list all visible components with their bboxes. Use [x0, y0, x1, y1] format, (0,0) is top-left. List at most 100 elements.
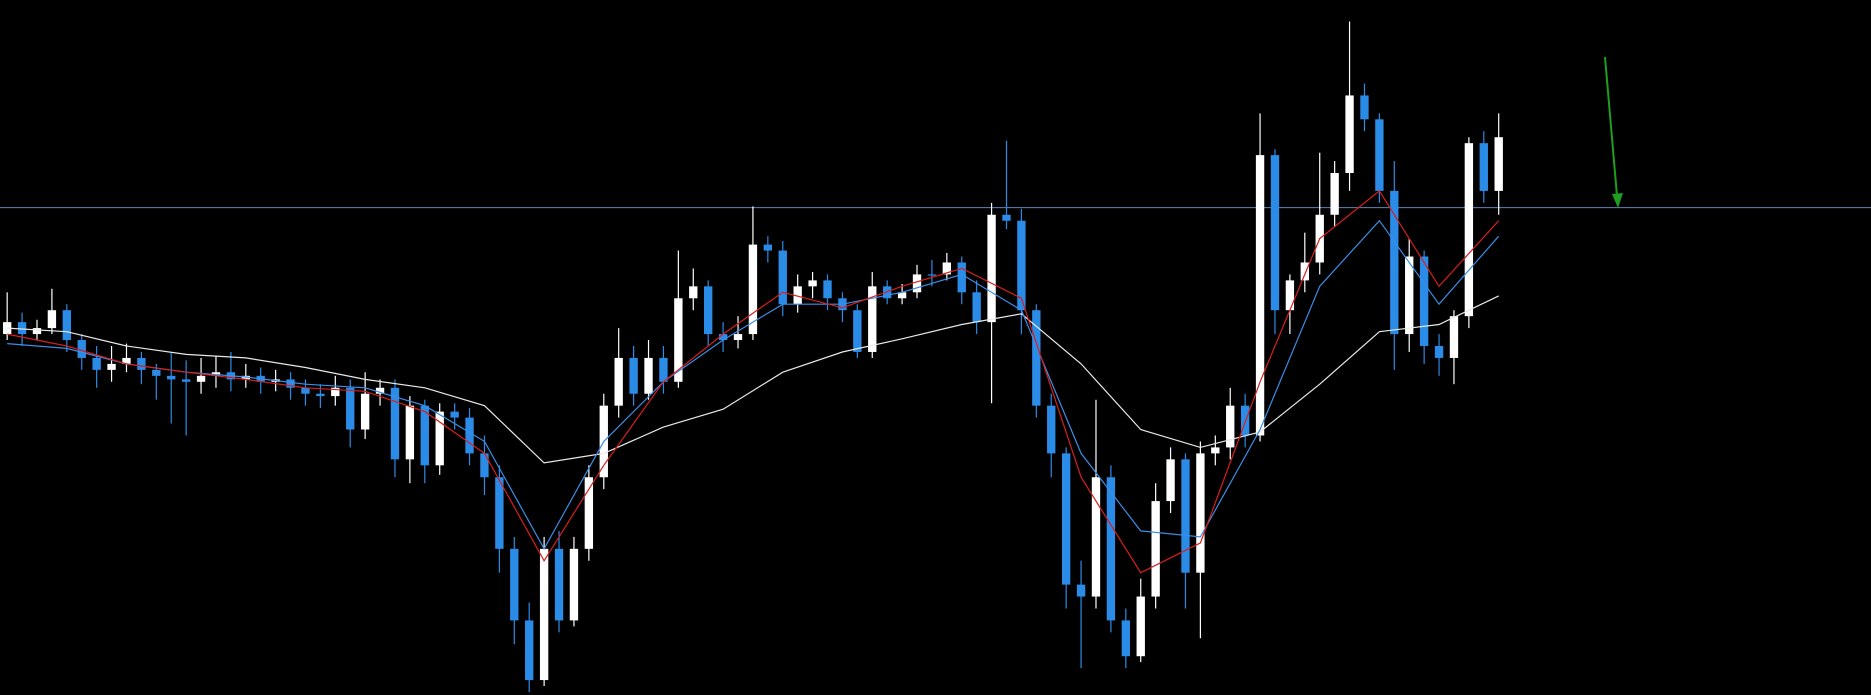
candle-body: [32, 328, 42, 335]
candle-body: [1345, 95, 1354, 173]
candle-body: [92, 357, 101, 370]
candle-body: [1464, 143, 1474, 317]
candle-body: [137, 357, 146, 370]
candle-body: [122, 357, 131, 364]
candle-body: [241, 375, 250, 380]
candle-body: [301, 387, 310, 394]
candle-body: [480, 453, 489, 478]
candle-body: [1061, 453, 1071, 585]
candle-body: [808, 280, 817, 287]
candle-body: [495, 477, 504, 549]
candle-body: [987, 214, 996, 323]
candle-body: [316, 393, 325, 397]
arrow-shaft: [1604, 56, 1618, 197]
candle-body: [181, 379, 191, 382]
candle-body: [793, 286, 802, 305]
candle-body: [360, 393, 370, 430]
candle-body: [554, 548, 564, 621]
candle-body: [1434, 346, 1444, 358]
candle-body: [1032, 310, 1041, 406]
candle-body: [1091, 477, 1101, 597]
candle-body: [584, 477, 594, 549]
candle-body: [77, 340, 86, 358]
candle-body: [733, 334, 743, 341]
candle-body: [1449, 316, 1459, 358]
candle-body: [1136, 596, 1145, 657]
candle-body: [718, 334, 728, 341]
candle-body: [286, 379, 295, 388]
candle-body: [346, 387, 355, 430]
candle-body: [1211, 447, 1220, 454]
candle-body: [1479, 143, 1488, 191]
candle-body: [1360, 95, 1369, 120]
candle-body: [1405, 256, 1414, 335]
candle-body: [1226, 405, 1235, 448]
candle-body: [465, 417, 474, 454]
candle-body: [644, 357, 653, 394]
candle-body: [1106, 477, 1116, 621]
candle-body: [972, 292, 981, 323]
candle-body: [629, 357, 638, 394]
candle-body: [1285, 280, 1295, 311]
candle-body: [1076, 584, 1086, 597]
candle-body: [1300, 262, 1309, 281]
candle-body: [868, 286, 877, 352]
candle-body: [823, 280, 832, 299]
candle-body: [510, 548, 519, 621]
candle-body: [1047, 405, 1056, 454]
candle-body: [17, 322, 27, 335]
candle-body: [1375, 119, 1384, 191]
candle-body: [853, 310, 862, 352]
candle-body: [2, 322, 12, 335]
candle-body: [1017, 220, 1026, 311]
candle-body: [539, 548, 549, 681]
candle-body: [525, 620, 534, 681]
candle-body: [927, 274, 937, 276]
candle-body: [897, 292, 907, 299]
candle-body: [1494, 137, 1503, 191]
candle-body: [331, 387, 340, 397]
candle-body: [152, 369, 161, 376]
candle-body: [1181, 459, 1190, 573]
candle-body: [1390, 190, 1399, 335]
candle-body: [435, 411, 444, 466]
candle-body: [47, 310, 57, 329]
candle-body: [1151, 501, 1160, 597]
candle-body: [1255, 155, 1265, 436]
candle-body: [674, 298, 683, 382]
candle-body: [569, 548, 579, 621]
candle-body: [196, 375, 206, 382]
candle-body: [1330, 173, 1339, 215]
candle-body: [375, 387, 385, 394]
arrow-annotation: [1604, 56, 1623, 208]
candle-body: [1196, 453, 1205, 573]
candle-body: [390, 387, 400, 460]
candle-body: [62, 310, 71, 341]
candle-body: [689, 286, 698, 299]
candle-body: [1121, 620, 1130, 657]
candle-body: [748, 244, 758, 335]
candle-body: [420, 405, 429, 466]
candle-body: [450, 411, 459, 418]
arrow-head: [1612, 193, 1623, 208]
candle-body: [912, 274, 922, 293]
candle-body: [1166, 459, 1175, 502]
candle-body: [1002, 214, 1011, 221]
moving-average-line: [7, 190, 1500, 574]
candle-body: [614, 357, 623, 406]
moving-average-line: [7, 219, 1500, 551]
candle-body: [1270, 155, 1280, 311]
candle-body: [659, 357, 668, 382]
candle-body: [1419, 256, 1429, 346]
candle-body: [107, 363, 116, 370]
moving-average-line: [7, 295, 1499, 464]
candle-body: [942, 262, 952, 275]
candle-body: [763, 244, 773, 251]
candle-body: [167, 375, 176, 380]
candle-body: [704, 286, 713, 335]
candle-body: [778, 250, 787, 305]
candle-body: [405, 405, 415, 460]
